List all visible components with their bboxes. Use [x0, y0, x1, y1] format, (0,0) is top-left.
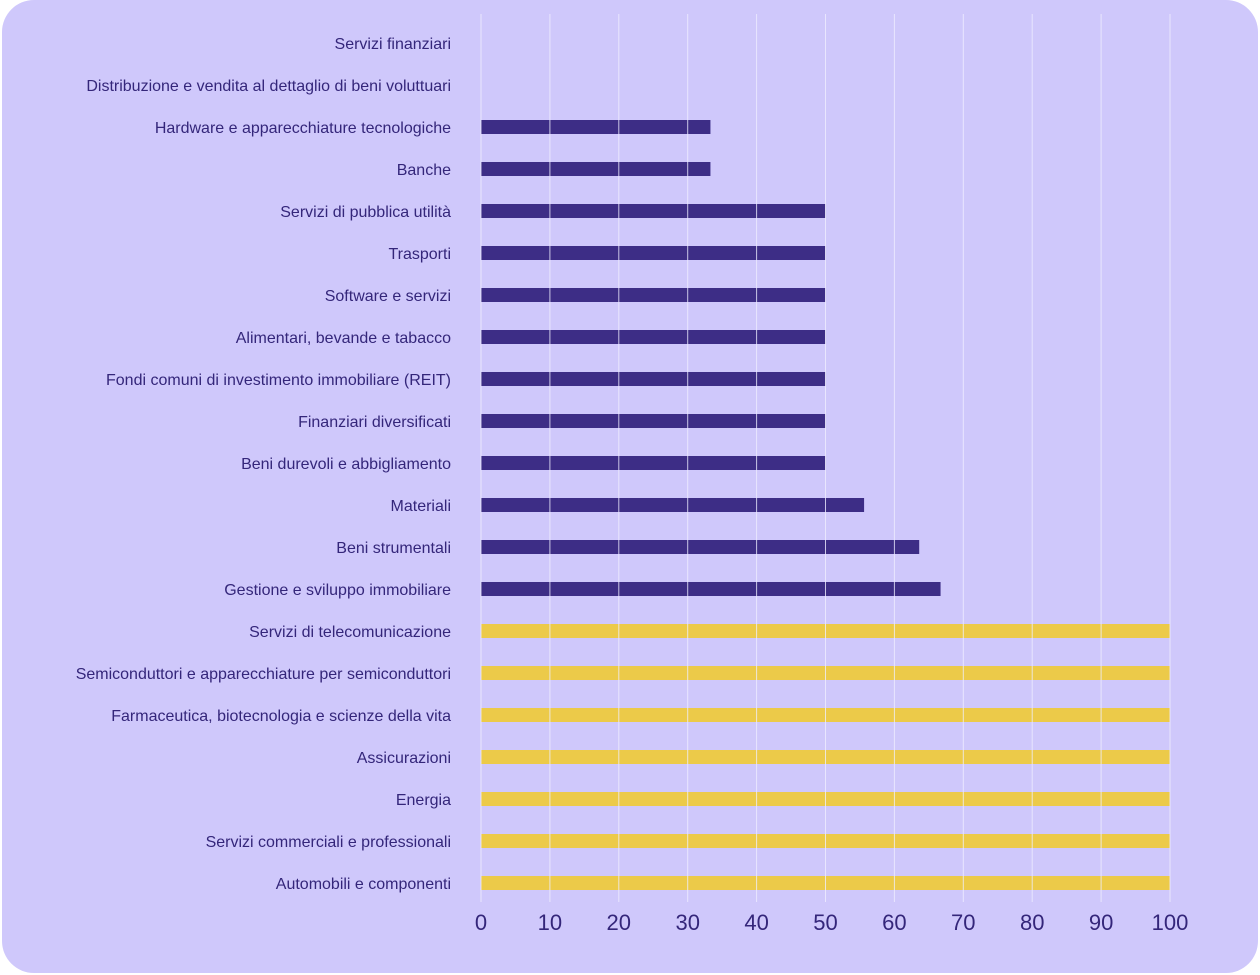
grid-lines — [480, 14, 1171, 902]
x-tick-label: 80 — [1020, 910, 1044, 935]
category-label: Automobili e componenti — [276, 876, 451, 893]
category-label: Energia — [396, 792, 451, 809]
bar — [481, 414, 826, 428]
x-tick-label: 70 — [951, 910, 975, 935]
bar — [481, 162, 711, 176]
category-label: Banche — [397, 162, 451, 179]
category-label: Beni durevoli e abbigliamento — [241, 456, 451, 473]
category-label: Alimentari, bevande e tabacco — [236, 330, 451, 347]
category-label: Servizi di telecomunicazione — [249, 624, 451, 641]
bar — [481, 330, 826, 344]
category-label: Software e servizi — [325, 288, 451, 305]
category-label: Materiali — [391, 498, 451, 515]
x-tick-label: 100 — [1152, 910, 1189, 935]
x-tick-label: 40 — [744, 910, 768, 935]
x-tick-label: 60 — [882, 910, 906, 935]
x-tick-label: 20 — [607, 910, 631, 935]
x-tick-label: 0 — [475, 910, 487, 935]
category-label: Farmaceutica, biotecnologia e scienze de… — [111, 708, 451, 725]
category-label: Hardware e apparecchiature tecnologiche — [155, 120, 451, 137]
bar — [481, 372, 826, 386]
bar — [481, 540, 920, 554]
category-label: Finanziari diversificati — [298, 414, 451, 431]
x-tick-label: 30 — [675, 910, 699, 935]
bar — [481, 120, 711, 134]
bar — [481, 288, 826, 302]
category-label: Gestione e sviluppo immobiliare — [224, 582, 451, 599]
x-axis-ticks: 0 10 20 30 40 50 60 70 80 90 100 — [475, 910, 1188, 935]
bar — [481, 246, 826, 260]
bar — [481, 498, 865, 512]
category-label: Trasporti — [388, 246, 451, 263]
category-label: Servizi di pubblica utilità — [280, 204, 451, 221]
category-label: Distribuzione e vendita al dettaglio di … — [86, 78, 451, 95]
bar — [481, 204, 826, 218]
category-label: Servizi finanziari — [335, 36, 451, 53]
bar — [481, 456, 826, 470]
category-label: Servizi commerciali e professionali — [206, 834, 451, 851]
category-label: Beni strumentali — [336, 540, 451, 557]
category-labels: Servizi finanziari Distribuzione e vendit… — [76, 36, 451, 893]
category-label: Semiconduttori e apparecchiature per sem… — [76, 666, 451, 683]
category-label: Assicurazioni — [357, 750, 451, 767]
x-tick-label: 90 — [1089, 910, 1113, 935]
x-tick-label: 50 — [813, 910, 837, 935]
x-tick-label: 10 — [538, 910, 562, 935]
category-label: Fondi comuni di investimento immobiliare… — [106, 372, 451, 389]
